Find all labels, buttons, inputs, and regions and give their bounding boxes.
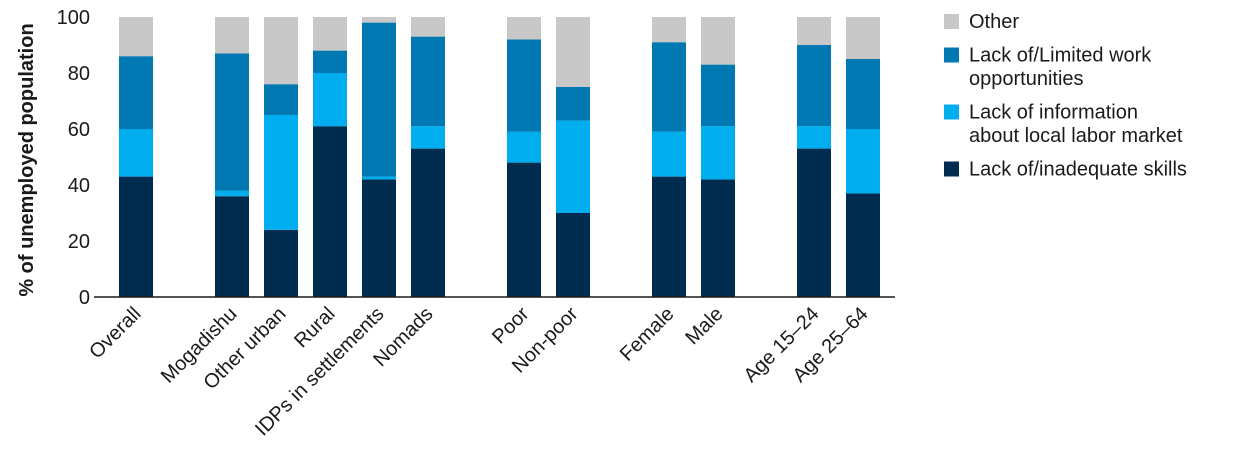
bar-segment [411,148,445,297]
legend-item: Lack of/inadequate skills [944,159,1187,181]
bar-segment [362,22,396,177]
bar-segment [797,148,831,297]
bar-stack [362,17,396,297]
bar-segment [507,131,541,163]
legend-swatch [944,161,959,177]
legend-swatch [944,47,959,63]
bar-segment [556,213,590,297]
bar-segment [556,87,590,121]
y-tick-label: 0 [79,287,90,309]
legend-label: about local labor market [969,125,1183,147]
bar-segment [119,56,153,130]
bar-segment [362,17,396,23]
bar-stack [797,17,831,297]
bar-segment [313,126,347,297]
bar-segment [507,162,541,297]
bar-segment [556,120,590,213]
bar-segment [119,129,153,177]
bar-segment [119,17,153,57]
bar-stack [556,17,590,297]
legend-item: Other [944,11,1019,33]
bar-segment [411,36,445,127]
bar-segment [652,42,686,132]
legend-label: Lack of/inadequate skills [969,159,1187,181]
legend-swatch [944,14,959,29]
bar-stack [313,17,347,297]
bar-segment [119,176,153,297]
bar-segment [411,126,445,149]
category-label: Female [616,303,679,366]
legend-label: Lack of information [969,102,1138,124]
bar-segment [652,176,686,297]
category-label: Overall [85,303,145,363]
category-label: Male [681,303,727,349]
bar-segment [215,17,249,54]
bar-segment [313,17,347,51]
bar-segment [362,179,396,297]
legend-label: Lack of/Limited work [969,45,1152,67]
bar-stack [215,17,249,297]
bar-stack [411,17,445,297]
legend-swatch [944,104,959,120]
bar-segment [264,17,298,85]
bar-segment [846,129,880,194]
bar-segment [701,17,735,65]
y-tick-label: 20 [68,231,90,253]
bar-segment [264,229,298,297]
bar-stack [846,17,880,297]
bar-segment [701,126,735,180]
bar-segment [507,17,541,40]
bar-stack [652,17,686,297]
bar-segment [313,73,347,127]
bar-segment [215,196,249,297]
bar-stack [507,17,541,297]
y-tick-label: 80 [68,63,90,85]
bar-segment [701,179,735,297]
category-label: Poor [488,303,534,349]
bar-segment [362,176,396,180]
y-tick-label: 40 [68,175,90,197]
bar-segment [797,45,831,127]
bar-segment [846,59,880,129]
bar-segment [264,84,298,115]
bar-stack [264,17,298,297]
y-axis-title: % of unemployed population [16,23,38,296]
bar-segment [411,17,445,37]
bar-segment [846,17,880,59]
bar-segment [652,131,686,177]
bar-segment [264,115,298,230]
legend-label: Other [969,11,1019,33]
bar-segment [507,39,541,132]
bar-segment [215,53,249,191]
bar-segment [652,17,686,43]
y-tick-label: 60 [68,119,90,141]
y-tick-label: 100 [57,7,90,29]
bar-segment [313,50,347,73]
bar-segment [846,193,880,297]
bar-segment [556,17,590,87]
bar-segment [701,64,735,127]
y-axis-ticks: 0 20 40 60 80 100 [57,7,90,309]
legend-label: opportunities [969,68,1084,90]
bar-stack [119,17,153,297]
bars [119,17,880,297]
bar-segment [797,17,831,45]
bar-segment [797,126,831,149]
bar-segment [215,190,249,197]
bar-stack [701,17,735,297]
